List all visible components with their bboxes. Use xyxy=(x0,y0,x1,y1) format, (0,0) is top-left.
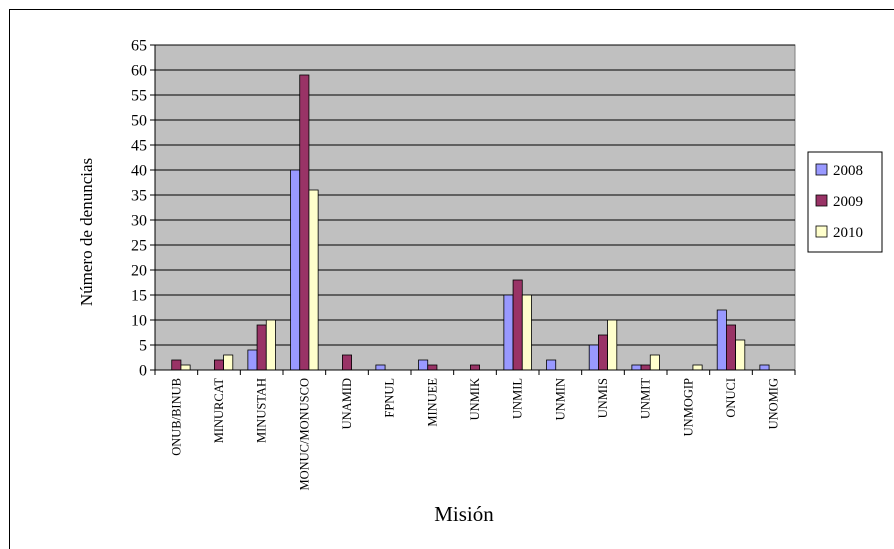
legend-swatch xyxy=(815,163,828,176)
gridlines xyxy=(155,44,795,346)
x-tick-label: ONUCI xyxy=(724,378,738,418)
y-tick-labels: 0 5 10 15 20 25 30 35 40 45 50 55 60 65 xyxy=(131,38,155,380)
bar xyxy=(631,364,642,371)
bar xyxy=(649,354,660,371)
bar xyxy=(598,334,609,371)
y-tick-label: 40 xyxy=(131,163,147,180)
y-axis-label: Número de denuncias xyxy=(77,158,96,306)
bar xyxy=(607,319,618,371)
bar xyxy=(469,364,480,371)
y-tick-label: 5 xyxy=(139,338,147,355)
bar xyxy=(726,324,737,371)
bar xyxy=(308,189,319,371)
y-tick-label: 25 xyxy=(131,238,147,255)
y-tick-label: 15 xyxy=(131,288,147,305)
x-tick-label: UNMIN xyxy=(553,378,567,420)
bar xyxy=(375,364,386,371)
legend-swatch xyxy=(815,194,828,207)
x-tick-label: UNMIT xyxy=(639,378,653,419)
bar xyxy=(521,294,532,371)
x-tick-label: MINUEE xyxy=(425,378,439,427)
bar xyxy=(512,279,523,371)
x-tick-label: UNOMIG xyxy=(767,378,781,429)
y-tick-label: 60 xyxy=(131,63,147,80)
bar xyxy=(588,344,599,371)
bars xyxy=(171,74,770,371)
x-tick-label: ONUB/BINUB xyxy=(169,378,183,456)
legend: 2008 2009 2010 xyxy=(807,151,883,253)
x-tick-label: UNMIS xyxy=(596,378,610,418)
bar xyxy=(735,339,746,371)
bar-chart: 0 5 10 15 20 25 30 35 40 45 50 55 60 65 ONUB/BINUB MIN… xyxy=(77,38,883,526)
bar xyxy=(223,354,234,371)
bar xyxy=(546,359,557,371)
bar xyxy=(427,364,438,371)
bar xyxy=(299,74,310,371)
y-tick-label: 35 xyxy=(131,188,147,205)
bar xyxy=(503,294,514,371)
y-tick-label: 0 xyxy=(139,363,147,380)
legend-swatch xyxy=(815,225,828,238)
y-tick-label: 50 xyxy=(131,113,147,130)
x-tick-label: UNMIK xyxy=(468,378,482,420)
y-tick-label: 30 xyxy=(131,213,147,230)
y-tick-label: 10 xyxy=(131,313,147,330)
x-tick-labels: ONUB/BINUB MINURCAT MINUSTAH MONUC/MONUSCO U… xyxy=(169,378,780,491)
x-tick-label: MONUC/MONUSCO xyxy=(297,378,311,491)
x-tick-label: UNAMID xyxy=(340,378,354,429)
bar xyxy=(759,364,770,371)
bar xyxy=(213,359,224,371)
bar xyxy=(180,364,191,371)
bar xyxy=(171,359,182,371)
bar xyxy=(290,169,301,371)
y-tick-label: 45 xyxy=(131,138,147,155)
plot-area xyxy=(154,44,796,371)
bar xyxy=(256,324,267,371)
x-tick-label: UNMOGIP xyxy=(681,378,695,436)
x-axis-label: Misión xyxy=(434,502,494,526)
bar xyxy=(716,309,727,371)
legend-label: 2010 xyxy=(833,225,863,241)
x-tick-label: FPNUL xyxy=(383,378,397,418)
x-tick-label: MINURCAT xyxy=(212,378,226,444)
bar xyxy=(341,354,352,371)
bar xyxy=(247,349,258,371)
bar xyxy=(640,364,651,371)
chart-frame xyxy=(9,9,894,549)
bar xyxy=(265,319,276,371)
y-tick-label: 65 xyxy=(131,38,147,55)
y-tick-label: 20 xyxy=(131,263,147,280)
x-tick-label: UNMIL xyxy=(511,378,525,419)
bar xyxy=(418,359,429,371)
legend-label: 2008 xyxy=(833,163,863,179)
y-tick-label: 55 xyxy=(131,88,147,105)
x-tick-label: MINUSTAH xyxy=(255,378,269,443)
bar xyxy=(692,364,703,371)
axes xyxy=(154,45,796,375)
legend-label: 2009 xyxy=(833,194,863,210)
